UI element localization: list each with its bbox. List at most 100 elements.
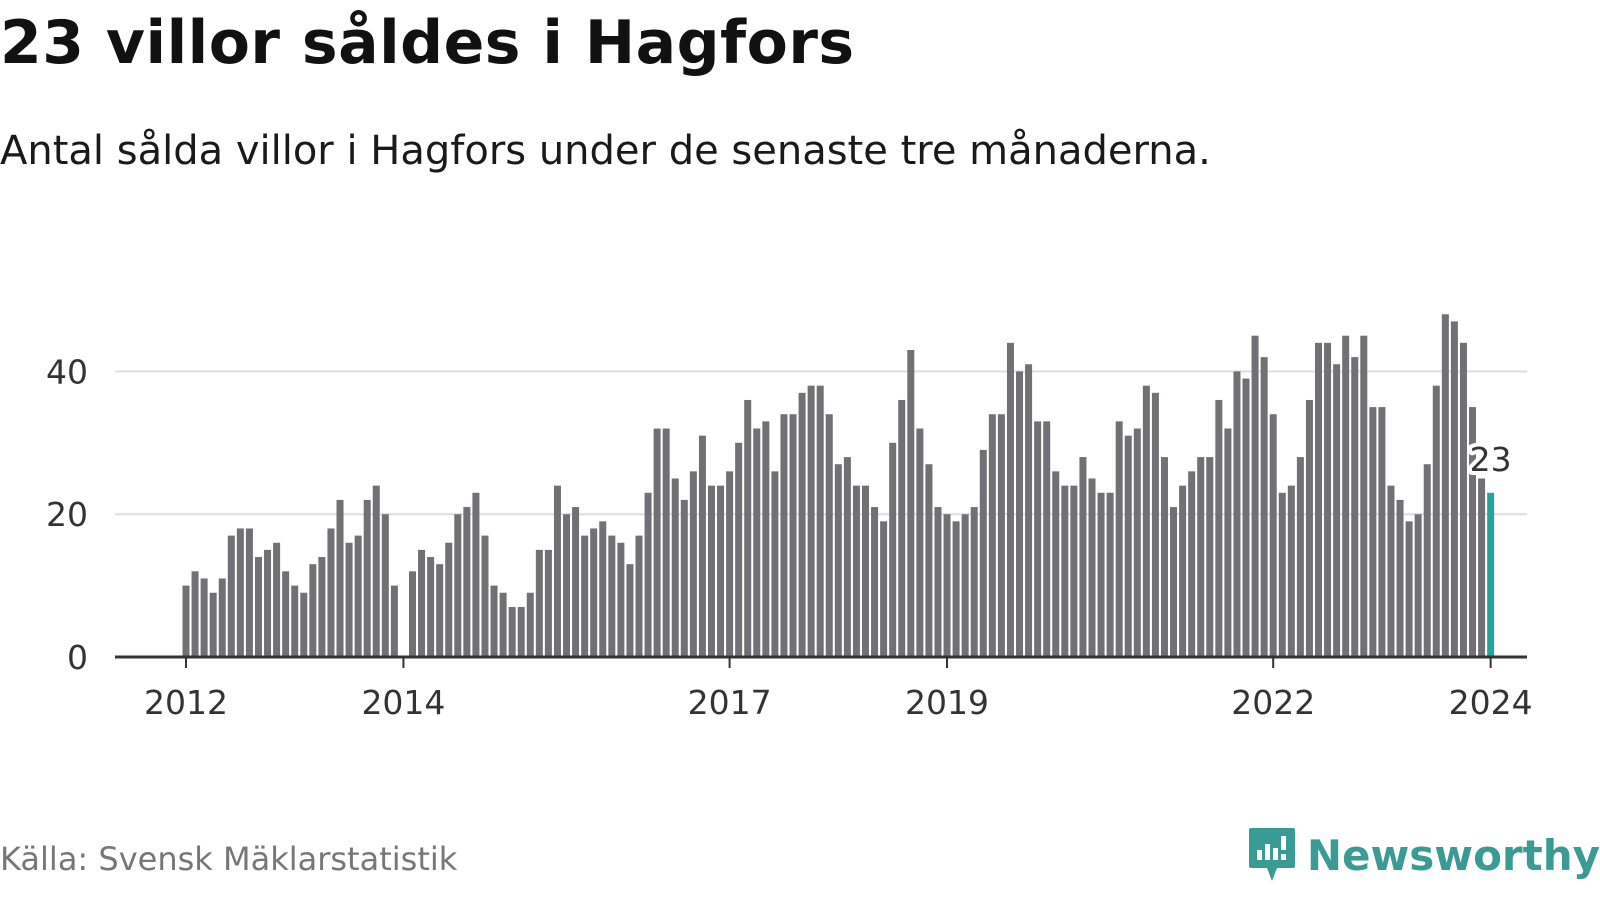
- bar: [1034, 421, 1042, 657]
- bar: [653, 428, 661, 657]
- highlight-data-label: 23: [1470, 440, 1512, 479]
- bar: [590, 528, 598, 657]
- bar: [862, 485, 869, 657]
- bar: [318, 557, 326, 657]
- bar: [209, 592, 217, 657]
- bar: [1269, 414, 1277, 657]
- newsworthy-logo-icon: [1248, 828, 1295, 881]
- bar: [1124, 435, 1132, 657]
- bar: [789, 414, 797, 657]
- bar: [1369, 407, 1377, 657]
- bar: [762, 421, 770, 657]
- bar: [988, 414, 996, 657]
- bar: [1469, 407, 1477, 657]
- bar: [336, 499, 344, 657]
- source-text: Källa: Svensk Mäklarstatistik: [0, 840, 458, 878]
- bar: [1206, 457, 1214, 657]
- x-tick-label: 2024: [1449, 683, 1533, 722]
- bar: [1242, 378, 1250, 657]
- bar: [1142, 385, 1150, 657]
- bar: [282, 571, 290, 657]
- bar: [490, 585, 498, 657]
- x-tick-label: 2019: [905, 683, 989, 722]
- bar: [1160, 457, 1168, 657]
- bar: [1287, 485, 1295, 657]
- bar: [236, 528, 244, 657]
- bar: [1106, 492, 1114, 657]
- bar: [771, 471, 779, 657]
- bar: [581, 535, 589, 657]
- brand-logo: Newsworthy: [1247, 826, 1600, 884]
- bar: [1342, 335, 1350, 657]
- bar: [1333, 364, 1341, 657]
- highlight-bar: [1487, 492, 1495, 657]
- bar: [1079, 457, 1087, 657]
- bar: [943, 514, 951, 657]
- bar: [1233, 371, 1241, 657]
- bar: [925, 464, 933, 657]
- bar: [1324, 342, 1332, 657]
- bar: [880, 521, 888, 657]
- bar: [535, 549, 543, 657]
- bar: [1459, 342, 1467, 657]
- bar: [1052, 471, 1060, 657]
- bar: [1224, 428, 1232, 657]
- bar: [427, 557, 435, 657]
- bar: [753, 428, 761, 657]
- bar: [200, 578, 208, 657]
- bar: [735, 442, 743, 657]
- bar: [671, 478, 679, 657]
- bar: [309, 564, 317, 657]
- bar: [907, 349, 915, 657]
- bar: [436, 564, 444, 657]
- bar: [1305, 399, 1313, 657]
- bar: [572, 507, 580, 657]
- bar: [245, 528, 253, 657]
- bar: [1088, 478, 1096, 657]
- bar: [1179, 485, 1187, 657]
- bar: [1432, 385, 1440, 657]
- bar: [816, 385, 824, 657]
- bar: [254, 557, 262, 657]
- bar: [273, 542, 281, 657]
- bar: [1016, 371, 1024, 657]
- chart-subtitle: Antal sålda villor i Hagfors under de se…: [0, 128, 1211, 174]
- bar: [1478, 478, 1486, 657]
- bar: [1043, 421, 1051, 657]
- bar: [934, 507, 942, 657]
- bar: [852, 485, 860, 657]
- bar: [599, 521, 607, 657]
- x-tick-label: 2014: [361, 683, 445, 722]
- bar: [481, 535, 489, 657]
- y-tick-label: 0: [67, 638, 88, 677]
- bar: [300, 592, 308, 657]
- bar: [418, 549, 426, 657]
- bar: [1006, 342, 1014, 657]
- bar: [390, 585, 398, 657]
- bar: [499, 592, 507, 657]
- bar: [1315, 342, 1322, 657]
- bar: [961, 514, 969, 657]
- bar: [780, 414, 788, 657]
- bar: [544, 549, 552, 657]
- x-tick-label: 2017: [688, 683, 772, 722]
- bar: [644, 492, 652, 657]
- bar: [798, 392, 806, 657]
- bar: [526, 592, 534, 657]
- bar: [463, 507, 471, 657]
- bar: [345, 542, 353, 657]
- bar: [218, 578, 226, 657]
- bar: [843, 457, 851, 657]
- bar: [807, 385, 815, 657]
- bar: [1197, 457, 1205, 657]
- bar: [1405, 521, 1413, 657]
- bar: [617, 542, 625, 657]
- bar: [1025, 364, 1033, 657]
- bar: [553, 485, 561, 657]
- bar: [1296, 457, 1304, 657]
- bar: [327, 528, 335, 657]
- y-tick-label: 20: [46, 495, 88, 534]
- bar: [608, 535, 616, 657]
- chart-title: 23 villor såldes i Hagfors: [0, 8, 855, 78]
- bar: [409, 571, 416, 657]
